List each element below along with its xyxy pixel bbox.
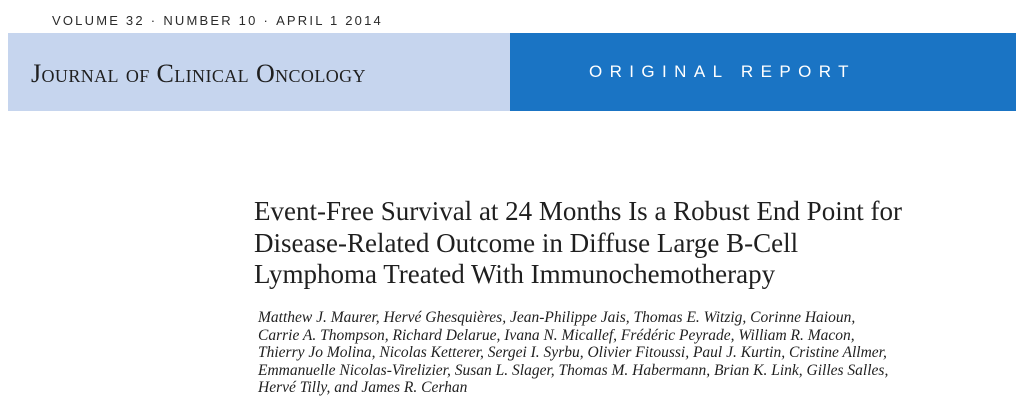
author-line: Matthew J. Maurer, Hervé Ghesquières, Je… xyxy=(258,309,856,326)
journal-name: Journal of Clinical Oncology xyxy=(31,59,366,88)
author-line: Thierry Jo Molina, Nicolas Ketterer, Ser… xyxy=(258,344,887,362)
journal-name-panel: Journal of Clinical Oncology xyxy=(8,33,510,111)
issue-info: VOLUME 32 · NUMBER 10 · APRIL 1 2014 xyxy=(52,13,383,28)
author-line: Hervé Tilly, and James R. Cerhan xyxy=(258,379,468,397)
title-line: Event-Free Survival at 24 Months Is a Ro… xyxy=(254,196,902,226)
journal-banner: Journal of Clinical Oncology ORIGINAL RE… xyxy=(8,33,1016,111)
report-type-panel: ORIGINAL REPORT xyxy=(510,33,1016,111)
title-line: Lymphoma Treated With Immunochemotherapy xyxy=(254,259,776,289)
issue-separator: · xyxy=(150,13,158,28)
author-list: Matthew J. Maurer, Hervé Ghesquières, Je… xyxy=(258,309,998,397)
date-label: APRIL 1 2014 xyxy=(276,13,383,28)
report-type: ORIGINAL REPORT xyxy=(589,62,856,81)
number-label: NUMBER 10 xyxy=(163,13,258,28)
volume-label: VOLUME 32 xyxy=(52,13,145,28)
article-title: Event-Free Survival at 24 Months Is a Ro… xyxy=(254,196,1014,291)
issue-separator: · xyxy=(263,13,271,28)
title-line: Disease-Related Outcome in Diffuse Large… xyxy=(254,227,799,258)
author-line: Carrie A. Thompson, Richard Delarue, Iva… xyxy=(258,326,855,344)
author-line: Emmanuelle Nicolas-Virelizier, Susan L. … xyxy=(258,361,889,379)
